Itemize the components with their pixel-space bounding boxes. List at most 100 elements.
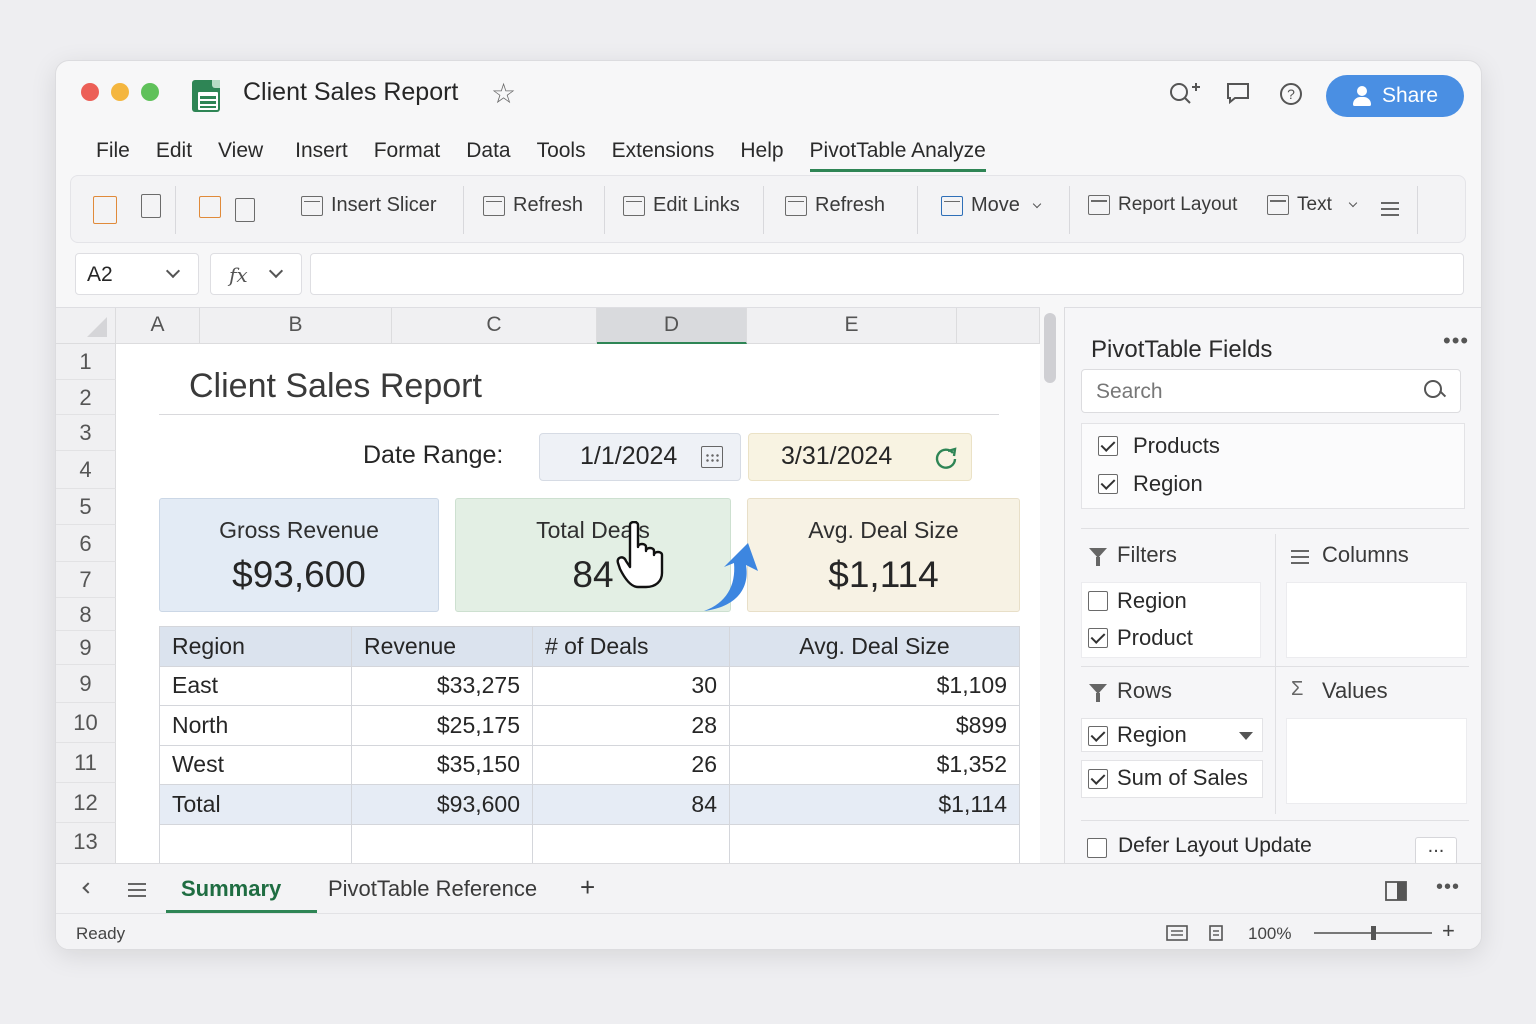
chevron-left-icon[interactable] — [82, 882, 94, 894]
menu-insert[interactable]: Insert — [295, 139, 348, 162]
name-box[interactable]: A2 — [75, 253, 199, 295]
table-cell[interactable]: $899 — [729, 705, 1020, 746]
search-add-icon[interactable] — [1168, 81, 1200, 107]
comment-icon[interactable] — [1225, 81, 1251, 107]
field-search-input[interactable]: Search — [1081, 369, 1461, 413]
field-settings-icon[interactable] — [235, 198, 255, 222]
column-header-a[interactable]: A — [116, 308, 200, 344]
column-header-e[interactable]: E — [747, 308, 957, 344]
menu-file[interactable]: File — [96, 139, 130, 162]
menu-tools[interactable]: Tools — [536, 139, 586, 162]
filters-drop-area[interactable] — [1081, 582, 1261, 658]
table-cell[interactable]: $1,352 — [729, 744, 1020, 785]
refresh-button[interactable]: Refresh — [483, 194, 583, 217]
sidebar-toggle-icon[interactable] — [1385, 881, 1407, 901]
edit-links-button[interactable]: Edit Links — [623, 194, 740, 217]
panel-more-icon[interactable]: ••• — [1443, 328, 1470, 353]
close-window-button[interactable] — [81, 83, 99, 101]
table-cell[interactable]: $35,150 — [351, 744, 533, 785]
checkbox-filter-product[interactable] — [1088, 628, 1108, 648]
vertical-scrollbar[interactable] — [1044, 313, 1056, 383]
table-cell[interactable]: Total — [159, 784, 352, 825]
table-header[interactable]: Revenue — [351, 626, 533, 667]
table-cell[interactable]: $1,114 — [729, 784, 1020, 825]
menu-edit[interactable]: Edit — [155, 139, 193, 162]
row-header[interactable]: 4 — [56, 451, 116, 489]
tab-summary[interactable]: Summary — [181, 876, 282, 901]
menu-pivottable-analyze[interactable]: PivotTable Analyze — [809, 139, 986, 172]
row-header[interactable]: 2 — [56, 380, 116, 415]
filter-item-product[interactable]: Product — [1117, 625, 1193, 650]
tabs-more-icon[interactable]: ••• — [1436, 876, 1461, 898]
checkbox-row-sum-of-sales[interactable] — [1088, 769, 1108, 789]
help-icon[interactable]: ? — [1278, 81, 1304, 107]
menu-data[interactable]: Data — [466, 139, 511, 162]
row-header[interactable]: 10 — [56, 703, 116, 743]
kpi-total-deals[interactable]: Total Deals 84 — [455, 498, 731, 612]
table-cell[interactable] — [532, 823, 730, 864]
table-cell[interactable] — [159, 823, 352, 864]
pivot-options-icon[interactable] — [199, 196, 221, 218]
menu-view[interactable]: View — [218, 139, 264, 162]
report-title[interactable]: Client Sales Report — [189, 367, 482, 405]
formula-input[interactable] — [310, 253, 1464, 295]
table-cell[interactable]: $25,175 — [351, 705, 533, 746]
calendar-icon[interactable] — [701, 446, 723, 468]
table-cell[interactable]: 30 — [532, 665, 730, 706]
refresh-date-icon[interactable] — [933, 445, 959, 471]
table-cell[interactable]: North — [159, 705, 352, 746]
paste-icon[interactable] — [93, 196, 117, 224]
dropdown-triangle-icon[interactable] — [1239, 732, 1253, 740]
table-cell[interactable]: $1,109 — [729, 665, 1020, 706]
zoom-in-icon[interactable]: + — [1442, 918, 1455, 943]
table-header[interactable]: Avg. Deal Size — [729, 626, 1020, 667]
insert-slicer-button[interactable]: Insert Slicer — [301, 194, 437, 217]
move-button[interactable]: Move — [941, 194, 1042, 217]
values-drop-area[interactable] — [1286, 718, 1467, 804]
table-cell[interactable]: 84 — [532, 784, 730, 825]
row-header[interactable]: 8 — [56, 598, 116, 631]
add-sheet-button[interactable]: + — [580, 872, 596, 902]
checkbox-row-region[interactable] — [1088, 726, 1108, 746]
maximize-window-button[interactable] — [141, 83, 159, 101]
row-item-sum-of-sales[interactable] — [1081, 760, 1263, 798]
report-layout-button[interactable]: Report Layout — [1088, 194, 1237, 216]
copy-icon[interactable] — [141, 194, 161, 218]
row-header[interactable]: 7 — [56, 562, 116, 598]
table-cell[interactable]: $93,600 — [351, 784, 533, 825]
column-header-d[interactable]: D — [597, 308, 747, 344]
text-button[interactable]: Text — [1267, 194, 1358, 216]
table-cell[interactable]: 28 — [532, 705, 730, 746]
checkbox-filter-region[interactable] — [1088, 591, 1108, 611]
table-cell[interactable]: $33,275 — [351, 665, 533, 706]
select-all-corner[interactable] — [56, 308, 116, 344]
zoom-level[interactable]: 100% — [1248, 924, 1292, 943]
table-header[interactable]: # of Deals — [532, 626, 730, 667]
menu-help[interactable]: Help — [740, 139, 784, 162]
filter-item-region[interactable]: Region — [1117, 588, 1187, 613]
column-header-b[interactable]: B — [200, 308, 392, 344]
row-header[interactable]: 12 — [56, 783, 116, 823]
checkbox-products[interactable] — [1098, 436, 1118, 456]
normal-view-icon[interactable] — [1166, 925, 1188, 941]
kpi-gross-revenue[interactable]: Gross Revenue $93,600 — [159, 498, 439, 612]
refresh-all-button[interactable]: Refresh — [785, 194, 885, 217]
checkbox-defer-layout[interactable] — [1087, 838, 1107, 858]
row-header[interactable]: 6 — [56, 525, 116, 562]
table-cell[interactable]: West — [159, 744, 352, 785]
more-options-button[interactable]: ... — [1415, 836, 1457, 865]
row-header[interactable]: 5 — [56, 489, 116, 525]
tab-pivottable-reference[interactable]: PivotTable Reference — [328, 876, 538, 901]
field-products[interactable]: Products — [1133, 433, 1220, 458]
table-cell[interactable] — [729, 823, 1020, 864]
column-header-c[interactable]: C — [392, 308, 597, 344]
table-cell[interactable] — [351, 823, 533, 864]
table-cell[interactable]: 26 — [532, 744, 730, 785]
table-cell[interactable]: East — [159, 665, 352, 706]
table-header[interactable]: Region — [159, 626, 352, 667]
minimize-window-button[interactable] — [111, 83, 129, 101]
column-header-f[interactable] — [957, 308, 1040, 344]
pivot-table[interactable]: Region Revenue # of Deals Avg. Deal Size… — [159, 626, 1020, 864]
row-header[interactable]: 3 — [56, 415, 116, 451]
menu-format[interactable]: Format — [373, 139, 441, 162]
